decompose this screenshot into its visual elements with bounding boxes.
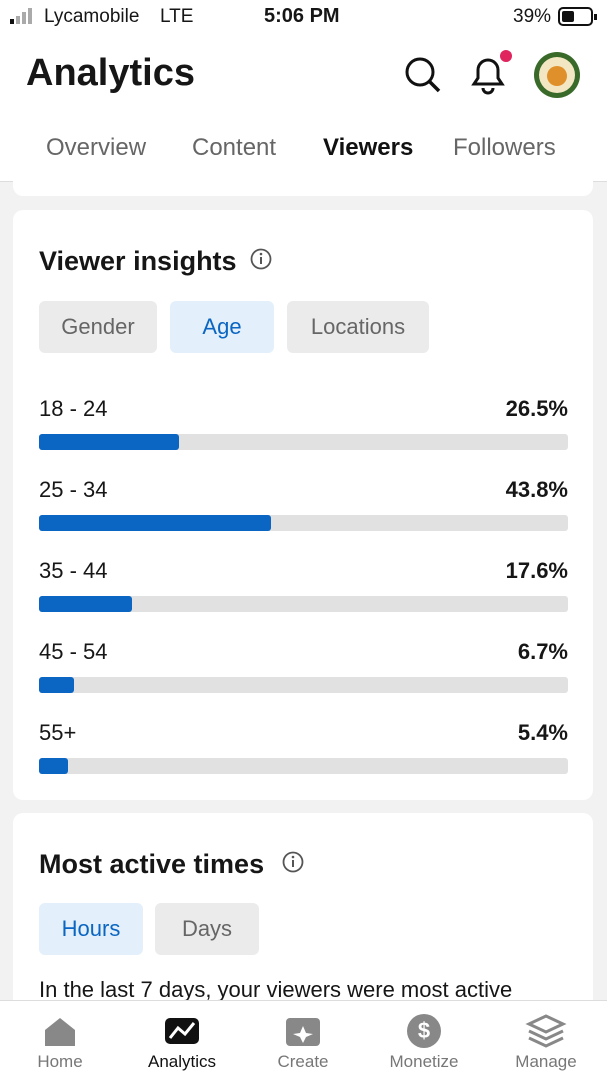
tab[interactable]: Content — [192, 134, 277, 161]
tab[interactable]: Followers — [453, 134, 556, 161]
svg-text:$: $ — [418, 1018, 430, 1043]
section-title: Viewer insights — [39, 246, 237, 276]
bar — [39, 758, 68, 774]
age-label: 45 - 54 — [39, 639, 108, 664]
tab-active[interactable]: Viewers — [323, 134, 414, 161]
info-icon[interactable] — [282, 851, 306, 875]
nav-icons: $ — [45, 1014, 567, 1048]
percent-label: 17.6% — [505, 558, 568, 583]
age-label: 55+ — [39, 720, 77, 745]
nav-label-active[interactable]: Analytics — [147, 1052, 217, 1071]
carrier: Lycamobile — [44, 6, 140, 27]
age-label: 35 - 44 — [39, 558, 108, 583]
filter-chip-active[interactable]: Hours — [39, 903, 143, 955]
percent-label: 6.7% — [517, 639, 568, 664]
bar-track — [39, 758, 568, 774]
info-icon[interactable] — [250, 248, 274, 272]
percent-label: 26.5% — [505, 396, 568, 421]
filter-chip[interactable]: Locations — [287, 301, 429, 353]
battery-icon — [558, 7, 597, 26]
time: 5:06 PM — [264, 5, 340, 27]
nav-label[interactable]: Home — [37, 1052, 83, 1071]
page-title: Analytics — [26, 52, 195, 94]
bar-track — [39, 596, 568, 612]
section-title: Most active times — [39, 849, 265, 879]
card-edge — [13, 170, 593, 196]
network: LTE — [160, 6, 194, 27]
description: In the last 7 days, your viewers were mo… — [39, 977, 513, 1002]
bar — [39, 515, 271, 531]
filter-chip[interactable]: Gender — [39, 301, 157, 353]
nav-label[interactable]: Monetize — [389, 1052, 459, 1071]
notification-icon[interactable] — [466, 48, 516, 96]
age-label: 18 - 24 — [39, 396, 108, 421]
viewer-insights-card: Viewer insights Gender Age Locations 18 … — [13, 210, 593, 800]
nav-label[interactable]: Create — [277, 1052, 329, 1071]
bar — [39, 677, 75, 693]
header-area — [0, 0, 607, 182]
filter-chip-active[interactable]: Age — [170, 301, 274, 353]
tab[interactable]: Overview — [46, 134, 147, 161]
bar-track — [39, 677, 568, 693]
percent-label: 43.8% — [505, 477, 568, 502]
bar — [39, 596, 133, 612]
avatar[interactable] — [533, 51, 581, 99]
filter-chip[interactable]: Days — [155, 903, 259, 955]
search-icon[interactable] — [402, 54, 442, 94]
nav-label[interactable]: Manage — [515, 1052, 577, 1071]
signal-icon — [10, 8, 32, 24]
battery-text: 39% — [513, 6, 552, 27]
bar — [39, 434, 180, 450]
percent-label: 5.4% — [517, 720, 568, 745]
age-label: 25 - 34 — [39, 477, 108, 502]
